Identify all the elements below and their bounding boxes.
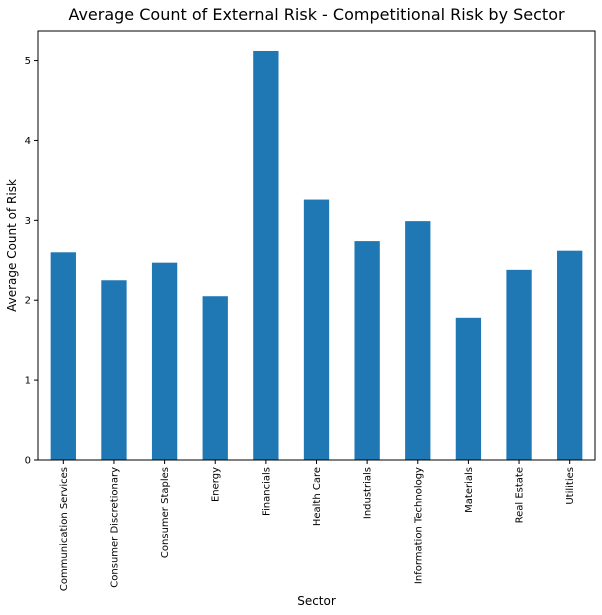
bar-communication-services <box>50 252 76 460</box>
x-tick-label: Industrials <box>363 467 374 519</box>
y-axis-title: Average Count of Risk <box>5 179 19 312</box>
plot-frame <box>37 30 596 461</box>
x-tick-label: Information Technology <box>413 467 424 584</box>
x-axis: Communication Services Consumer Discretio… <box>59 460 576 591</box>
x-tick-label: Materials <box>464 467 475 513</box>
bar-energy <box>202 296 228 460</box>
y-tick-label: 3 <box>25 216 31 227</box>
bar-industrials <box>354 241 380 460</box>
x-tick-label: Energy <box>211 467 222 502</box>
bar-real-estate <box>506 269 532 460</box>
y-axis: 0 1 2 3 4 5 <box>25 56 38 467</box>
y-tick-label: 5 <box>25 56 31 67</box>
bar-utilities <box>557 250 583 460</box>
bar-consumer-discretionary <box>101 280 127 460</box>
x-tick-label: Consumer Staples <box>160 467 171 558</box>
chart-title: Average Count of External Risk - Competi… <box>68 5 565 24</box>
bar-financials <box>253 50 279 460</box>
x-tick-label: Communication Services <box>59 467 70 591</box>
y-tick-label: 4 <box>25 136 31 147</box>
x-tick-label: Financials <box>261 467 272 516</box>
x-tick-label: Utilities <box>565 467 576 505</box>
bar-information-technology <box>405 221 431 460</box>
x-tick-label: Real Estate <box>515 467 526 523</box>
bars <box>50 50 583 460</box>
bar-materials <box>455 317 482 460</box>
y-tick-label: 2 <box>25 296 31 307</box>
y-tick-label: 0 <box>25 456 31 467</box>
y-tick-label: 1 <box>25 376 31 387</box>
bar-health-care <box>303 199 330 460</box>
x-axis-title: Sector <box>297 594 336 608</box>
x-tick-label: Consumer Discretionary <box>109 467 120 588</box>
x-tick-label: Health Care <box>312 467 323 526</box>
bar-consumer-staples <box>151 262 178 460</box>
